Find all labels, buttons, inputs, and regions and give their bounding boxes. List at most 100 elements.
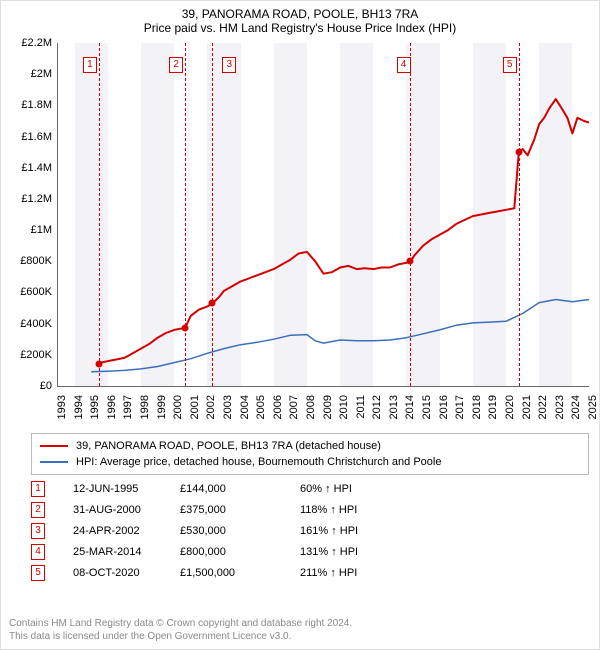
sale-dot [95,360,102,367]
footer-line2: This data is licensed under the Open Gov… [9,630,591,643]
sales-row-pct: 211% ↑ HPI [300,567,395,579]
y-tick-label: £2M [31,68,52,80]
y-tick-label: £1.6M [21,131,52,143]
x-tick-label: 2024 [570,395,582,419]
legend-row: 39, PANORAMA ROAD, POOLE, BH13 7RA (deta… [40,438,580,454]
footer-line1: Contains HM Land Registry data © Crown c… [9,617,591,630]
sale-marker-line [185,43,186,386]
sale-dot [209,300,216,307]
sales-row-num: 1 [31,481,45,497]
x-tick-label: 2009 [322,395,334,419]
x-tick-label: 2008 [305,395,317,419]
x-tick-label: 2022 [537,395,549,419]
x-tick-label: 2017 [454,395,466,419]
sales-row-num: 5 [31,565,45,581]
sales-row-price: £1,500,000 [180,567,300,579]
sale-marker-box: 5 [503,57,517,73]
header: 39, PANORAMA ROAD, POOLE, BH13 7RA Price… [1,1,599,37]
x-tick-label: 1997 [122,395,134,419]
x-tick-label: 2018 [471,395,483,419]
x-tick-label: 1998 [139,395,151,419]
sales-row-date: 31-AUG-2000 [45,504,180,516]
sales-row-num: 4 [31,544,45,560]
sales-row-num: 3 [31,523,45,539]
x-tick-label: 2003 [222,395,234,419]
legend-row: HPI: Average price, detached house, Bour… [40,454,580,470]
sale-marker-box: 3 [222,57,236,73]
sale-dot [182,324,189,331]
y-tick-label: £1.2M [21,193,52,205]
y-tick-label: £200K [20,349,52,361]
x-tick-label: 2005 [255,395,267,419]
y-tick-label: £1M [31,224,52,236]
x-tick-label: 2020 [504,395,516,419]
sales-row-pct: 161% ↑ HPI [300,525,395,537]
legend-label: 39, PANORAMA ROAD, POOLE, BH13 7RA (deta… [76,438,381,454]
x-tick-label: 2014 [404,395,416,419]
sales-row-date: 08-OCT-2020 [45,567,180,579]
x-tick-label: 2015 [421,395,433,419]
x-tick-label: 2000 [172,395,184,419]
sales-row-pct: 60% ↑ HPI [300,483,395,495]
x-tick-label: 2002 [205,395,217,419]
sales-row: 425-MAR-2014£800,000131% ↑ HPI [31,541,589,562]
chart-area: £0£200K£400K£600K£800K£1M£1.2M£1.4M£1.6M… [57,43,589,387]
sale-marker-box: 1 [83,57,97,73]
x-tick-label: 2013 [388,395,400,419]
sales-row-price: £144,000 [180,483,300,495]
y-tick-label: £2.2M [21,37,52,49]
x-tick-label: 2004 [239,395,251,419]
x-tick-label: 1993 [56,395,68,419]
chart-container: 39, PANORAMA ROAD, POOLE, BH13 7RA Price… [0,0,600,650]
sales-row: 508-OCT-2020£1,500,000211% ↑ HPI [31,562,589,583]
sales-row-num: 2 [31,502,45,518]
legend-label: HPI: Average price, detached house, Bour… [76,454,441,470]
x-tick-label: 2006 [272,395,284,419]
x-tick-label: 2007 [288,395,300,419]
y-tick-label: £1.8M [21,99,52,111]
x-tick-label: 2016 [438,395,450,419]
title: 39, PANORAMA ROAD, POOLE, BH13 7RA [5,7,595,21]
sales-row-pct: 131% ↑ HPI [300,546,395,558]
sales-row: 231-AUG-2000£375,000118% ↑ HPI [31,499,589,520]
x-tick-label: 1999 [156,395,168,419]
y-tick-label: £400K [20,318,52,330]
x-tick-label: 2010 [338,395,350,419]
sale-dot [515,149,522,156]
x-tick-label: 1994 [73,395,85,419]
legend-swatch [40,445,68,447]
y-tick-label: £800K [20,255,52,267]
x-tick-label: 1996 [106,395,118,419]
sale-marker-line [410,43,411,386]
x-tick-label: 2012 [371,395,383,419]
footer: Contains HM Land Registry data © Crown c… [9,617,591,643]
x-tick-label: 2019 [487,395,499,419]
y-tick-label: £0 [40,380,52,392]
sale-marker-line [99,43,100,386]
sales-row-date: 25-MAR-2014 [45,546,180,558]
legend-swatch [40,461,68,463]
x-tick-label: 2011 [355,395,367,419]
legend: 39, PANORAMA ROAD, POOLE, BH13 7RA (deta… [31,433,589,475]
series-property [99,99,589,363]
x-tick-label: 2025 [587,395,599,419]
sales-row-date: 12-JUN-1995 [45,483,180,495]
sale-marker-line [212,43,213,386]
sales-row-price: £530,000 [180,525,300,537]
sales-row-pct: 118% ↑ HPI [300,504,395,516]
series-hpi [91,300,589,372]
sale-marker-line [519,43,520,386]
x-tick-label: 2023 [554,395,566,419]
x-tick-label: 1995 [89,395,101,419]
sales-table: 112-JUN-1995£144,00060% ↑ HPI231-AUG-200… [31,478,589,583]
x-tick-label: 2021 [521,395,533,419]
chart-svg [58,43,589,386]
sale-marker-box: 4 [397,57,411,73]
y-tick-label: £1.4M [21,162,52,174]
sales-row-date: 24-APR-2002 [45,525,180,537]
x-tick-label: 2001 [189,395,201,419]
subtitle: Price paid vs. HM Land Registry's House … [5,21,595,35]
y-tick-label: £600K [20,286,52,298]
sales-row: 112-JUN-1995£144,00060% ↑ HPI [31,478,589,499]
sale-dot [407,258,414,265]
